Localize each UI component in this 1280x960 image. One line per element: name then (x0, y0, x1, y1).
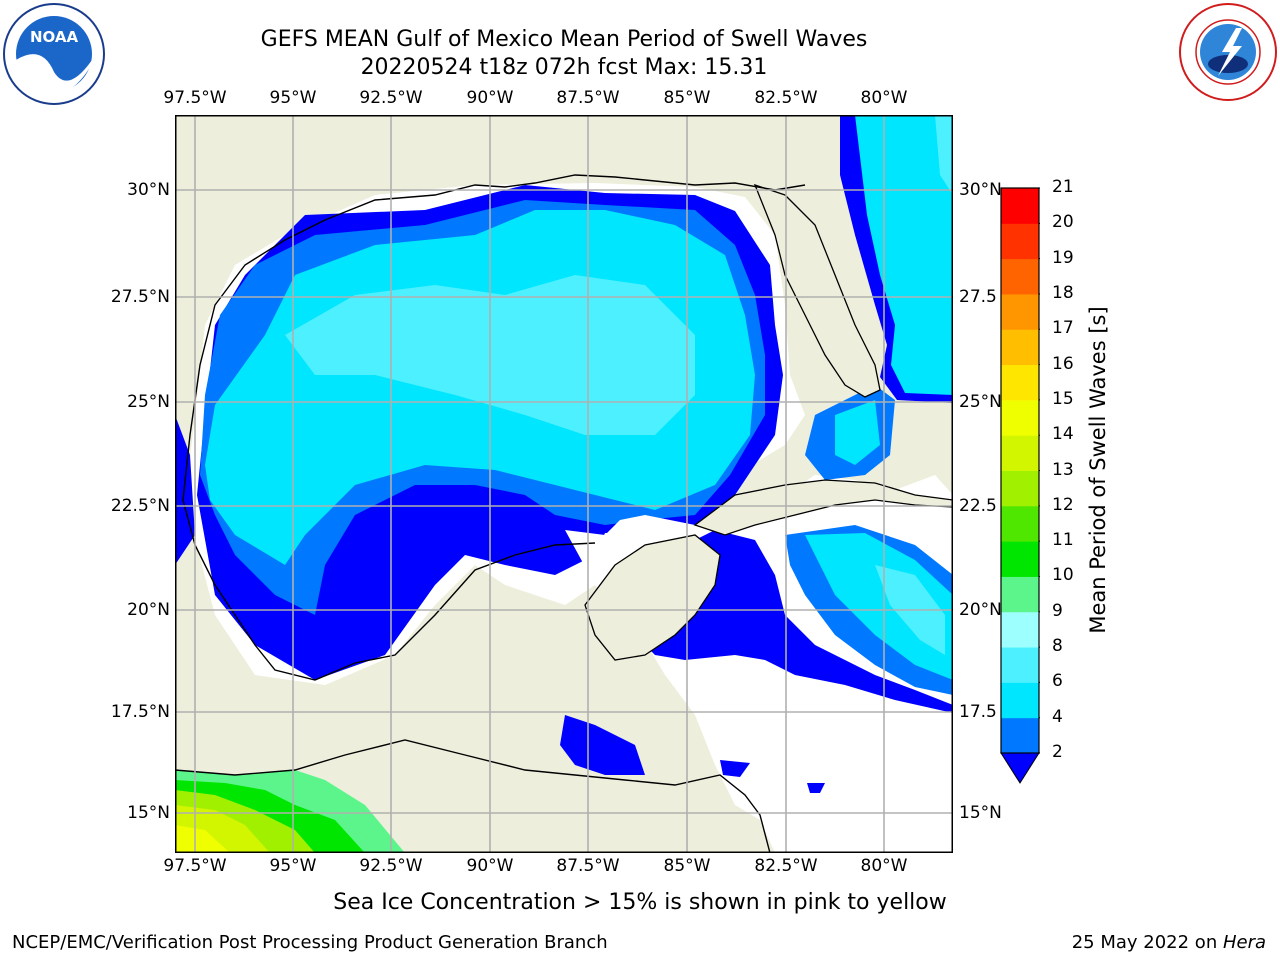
cuba-island (693, 479, 953, 536)
honduras-gulf-swell (560, 715, 645, 775)
lat-label: 22.5 (959, 496, 997, 516)
lon-label: 90°W (466, 856, 514, 876)
noaa-logo: NOAA (2, 2, 106, 106)
caribbean-swell-6-8s (805, 533, 953, 680)
swell-patch (720, 760, 750, 777)
colorbar-tick-label: 15 (1052, 388, 1074, 409)
lon-label: 92.5°W (359, 856, 423, 876)
lon-label: 80°W (860, 88, 908, 108)
colorbar-swatch (1001, 576, 1039, 613)
lat-label: 25°N (127, 392, 170, 412)
lon-label: 97.5°W (163, 88, 227, 108)
colorbar-tick-label: 11 (1052, 530, 1074, 551)
atlantic-swell-core (855, 115, 953, 395)
colorbar-swatch (1001, 717, 1039, 754)
colorbar-swatch (1001, 329, 1039, 366)
footer-credit: NCEP/EMC/Verification Post Processing Pr… (12, 932, 608, 953)
map-canvas (175, 115, 953, 853)
colorbar-tick-label: 16 (1052, 353, 1074, 374)
central-america-coastline (175, 739, 771, 853)
colorbar-tick-label: 8 (1052, 636, 1063, 657)
colorbar-tick-label: 20 (1052, 212, 1074, 233)
north-gulf-coastline (182, 174, 806, 501)
svg-text:NOAA: NOAA (30, 28, 79, 46)
colorbar-swatch (1001, 223, 1039, 260)
bahamas-swell-core (835, 400, 880, 465)
lat-label: 30°N (127, 180, 170, 200)
sea-ice-note: Sea Ice Concentration > 15% is shown in … (333, 890, 947, 915)
lat-label: 27.5°N (110, 287, 170, 307)
colorbar-swatch (1001, 293, 1039, 330)
colorbar-tick-label: 2 (1052, 742, 1063, 762)
nws-logo (1178, 2, 1278, 102)
lat-label: 17.5 (959, 702, 997, 722)
colorbar-tick-label: 13 (1052, 459, 1074, 480)
lon-label: 87.5°W (556, 88, 620, 108)
map-panel (175, 115, 953, 853)
colorbar-swatch (1001, 399, 1039, 436)
lon-label: 90°W (466, 88, 514, 108)
lat-label: 17.5°N (110, 702, 170, 722)
lon-label: 85°W (663, 88, 711, 108)
colorbar-extend-triangle (1000, 752, 1040, 784)
colorbar-swatch (1001, 435, 1039, 471)
footer-host: Hera (1222, 932, 1266, 953)
lat-label: 15°N (127, 803, 170, 823)
lon-labels-bottom: 97.5°W 95°W 92.5°W 90°W 87.5°W 85°W 82.5… (0, 856, 1280, 878)
lat-label: 20°N (959, 600, 1002, 620)
lat-label: 20°N (127, 600, 170, 620)
lon-label: 92.5°W (359, 88, 423, 108)
lat-labels-right: 30°N 27.5 25°N 22.5 20°N 17.5 15°N (959, 0, 1029, 960)
colorbar-tick-labels: 2 4 6 8 9 10 11 12 13 14 15 16 17 18 19 20 21 (1052, 0, 1092, 960)
colorbar-tick-label: 12 (1052, 494, 1074, 515)
colorbar-tick-label: 17 (1052, 318, 1074, 339)
colorbar-swatch (1001, 541, 1039, 577)
colorbar-label: Mean Period of Swell Waves [s] (1086, 306, 1110, 634)
lon-label: 87.5°W (556, 856, 620, 876)
colorbar-swatch (1001, 611, 1039, 648)
graticule (175, 115, 953, 853)
atlantic-swell-peak (935, 115, 953, 195)
footer-date-text: 25 May 2022 on (1071, 932, 1223, 953)
pacific-swell-14-15s-overlay (175, 825, 230, 853)
colorbar-swatch (1001, 364, 1039, 401)
colorbar-swatch (1001, 470, 1039, 507)
colorbar-tick-label: 10 (1052, 565, 1074, 586)
lon-label: 95°W (269, 856, 317, 876)
colorbar-tick-label: 21 (1052, 177, 1074, 197)
colorbar-tick-label: 4 (1052, 706, 1063, 727)
colorbar (1000, 186, 1044, 786)
swell-patch (807, 783, 825, 793)
colorbar-tick-label: 18 (1052, 282, 1074, 303)
lon-label: 80°W (860, 856, 908, 876)
colorbar-tick-label: 6 (1052, 671, 1063, 692)
map-border (175, 115, 953, 853)
lon-label: 82.5°W (754, 88, 818, 108)
chart-subtitle: 20220524 t18z 072h fcst Max: 15.31 (360, 55, 768, 80)
chart-title: GEFS MEAN Gulf of Mexico Mean Period of … (260, 27, 868, 52)
colorbar-tick-label: 19 (1052, 247, 1074, 268)
lon-labels-top: 97.5°W 95°W 92.5°W 90°W 87.5°W 85°W 82.5… (0, 88, 1280, 110)
colorbar-swatch (1001, 682, 1039, 719)
colorbar-swatch (1001, 188, 1039, 224)
lat-label: 22.5°N (110, 496, 170, 516)
lat-labels-left: 30°N 27.5°N 25°N 22.5°N 20°N 17.5°N 15°N (100, 0, 172, 960)
lat-label: 25°N (959, 392, 1002, 412)
lat-label: 27.5 (959, 287, 997, 307)
colorbar-swatch (1001, 505, 1039, 542)
lon-label: 82.5°W (754, 856, 818, 876)
lat-label: 30°N (959, 180, 1002, 200)
lat-label: 15°N (959, 803, 1002, 823)
lon-label: 95°W (269, 88, 317, 108)
colorbar-swatch (1001, 258, 1039, 295)
colorbar-swatch (1001, 647, 1039, 683)
lon-label: 97.5°W (163, 856, 227, 876)
lon-label: 85°W (663, 856, 711, 876)
mexico-coastline (182, 499, 596, 681)
colorbar-tick-label: 9 (1052, 600, 1063, 621)
footer-date: 25 May 2022 on Hera (1072, 932, 1266, 953)
colorbar-tick-label: 14 (1052, 424, 1074, 445)
colorbar-svg (1000, 187, 1044, 784)
